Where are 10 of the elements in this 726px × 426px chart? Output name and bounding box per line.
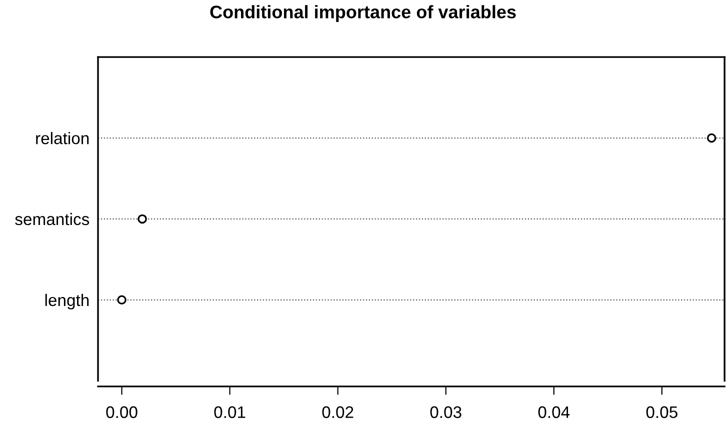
chart-title: Conditional importance of variables bbox=[210, 5, 516, 22]
x-tick-label: 0.01 bbox=[214, 406, 246, 418]
y-tick-label: length bbox=[45, 294, 89, 310]
x-tick-label: 0.04 bbox=[538, 406, 570, 418]
x-tick-label: 0.00 bbox=[106, 406, 138, 418]
x-tick-label: 0.03 bbox=[430, 406, 462, 418]
y-tick-label: relation bbox=[36, 132, 89, 144]
y-tick-label: semantics bbox=[15, 212, 90, 226]
x-tick-label: 0.05 bbox=[646, 406, 678, 418]
x-tick-label: 0.02 bbox=[322, 406, 354, 418]
